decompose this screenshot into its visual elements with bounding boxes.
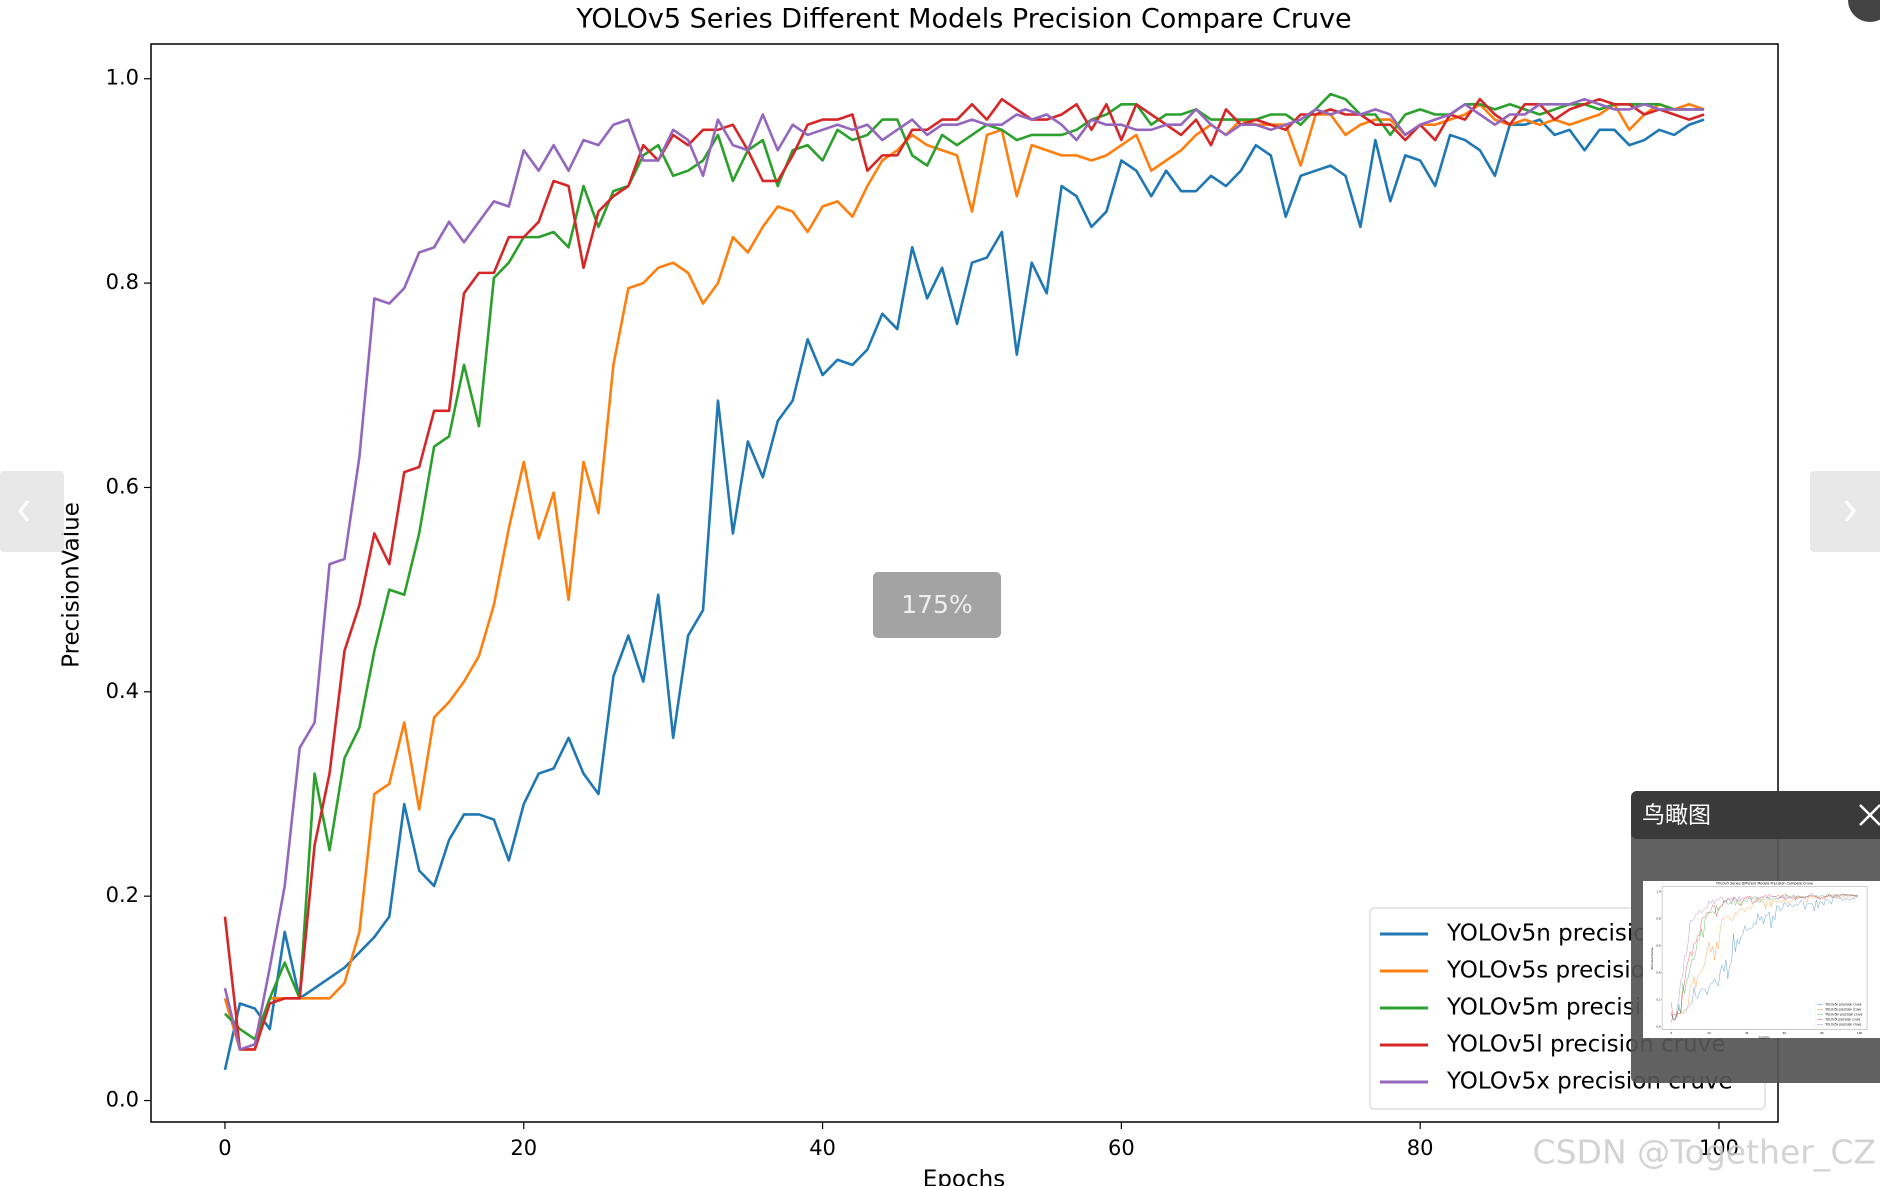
close-viewer[interactable] (1848, 0, 1880, 22)
y-tick-label: 0.4 (106, 679, 139, 703)
zoom-badge (873, 572, 1001, 638)
x-tick-label: 100 (1699, 1136, 1739, 1160)
y-tick-label: 0.2 (106, 883, 139, 907)
navigator: 鸟瞰图 (1631, 791, 1880, 1083)
next-button[interactable] (1810, 471, 1880, 552)
series-line (223, 97, 1705, 1051)
zoom-level: 175% (901, 590, 972, 619)
series-line (223, 118, 1705, 1071)
prev-button-bg[interactable] (0, 471, 64, 552)
x-tick-label: 60 (1108, 1136, 1135, 1160)
next-icon (1844, 500, 1856, 522)
navigator-header (1631, 791, 1880, 839)
navigator-title: 鸟瞰图 (1642, 803, 1711, 829)
watermark: CSDN @Together_CZ (1533, 1133, 1876, 1172)
x-tick-label: 20 (510, 1136, 537, 1160)
prev-icon (18, 500, 30, 522)
plot-area (223, 92, 1705, 1071)
navigator-thumbnail[interactable] (1642, 880, 1880, 1040)
chart-title: YOLOv5 Series Different Models Precision… (575, 4, 1351, 35)
x-tick-label: 0 (218, 1136, 231, 1160)
axes-frame (150, 43, 1779, 1123)
y-tick-label: 0.6 (106, 474, 139, 498)
prev-button[interactable] (0, 471, 64, 552)
y-tick-label: 1.0 (106, 66, 139, 90)
x-axis-label: Epochs (923, 1167, 1005, 1186)
series-line (223, 97, 1705, 1051)
next-button-bg[interactable] (1810, 471, 1880, 552)
navigator-close[interactable] (1859, 804, 1880, 826)
x-tick-label: 40 (809, 1136, 836, 1160)
x-tick-label: 80 (1407, 1136, 1434, 1160)
y-tick-label: 0.0 (106, 1088, 139, 1112)
y-tick-label: 0.8 (106, 270, 139, 294)
